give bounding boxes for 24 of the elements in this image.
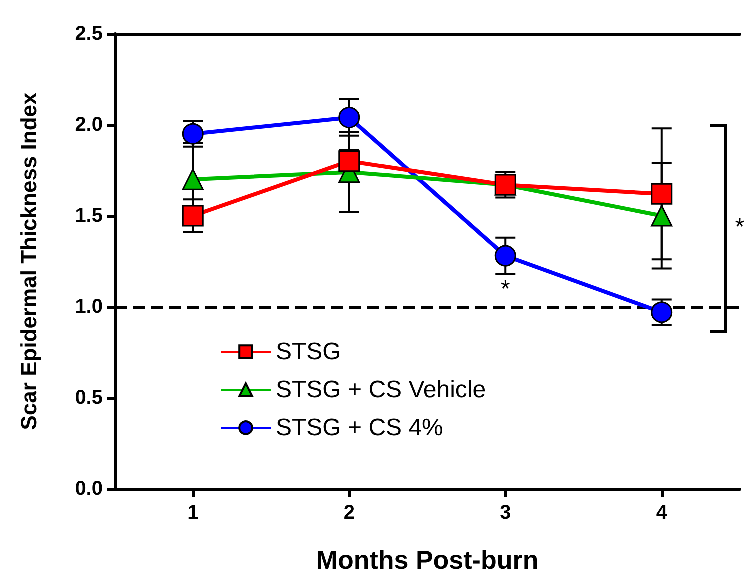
point bbox=[182, 205, 204, 227]
y-tick-label: 0.5 bbox=[75, 387, 103, 409]
x-tick-label: 1 bbox=[188, 502, 199, 524]
point bbox=[494, 245, 516, 267]
legend-label: STSG + CS 4% bbox=[276, 414, 444, 442]
x-tick-label: 4 bbox=[656, 502, 668, 524]
point bbox=[651, 205, 673, 227]
y-tick-label: 2.5 bbox=[75, 23, 103, 45]
y-tick-label: 1.0 bbox=[75, 296, 103, 318]
y-tick-label: 0.0 bbox=[75, 478, 103, 500]
y-tick-label: 1.5 bbox=[75, 205, 103, 227]
legend-label: STSG bbox=[276, 338, 342, 366]
legend-label: STSG + CS Vehicle bbox=[276, 376, 486, 404]
x-axis-title: Months Post-burn bbox=[316, 545, 539, 575]
y-tick-label: 2.0 bbox=[75, 114, 103, 136]
y-axis-title: Scar Epidermal Thickness Index bbox=[16, 92, 42, 430]
annotation: * bbox=[735, 214, 745, 242]
annotation: * bbox=[500, 276, 510, 304]
x-tick-label: 2 bbox=[344, 502, 355, 524]
point bbox=[338, 150, 360, 172]
x-tick-label: 3 bbox=[500, 502, 512, 524]
point bbox=[651, 183, 673, 205]
point bbox=[182, 168, 204, 190]
point bbox=[338, 106, 360, 128]
